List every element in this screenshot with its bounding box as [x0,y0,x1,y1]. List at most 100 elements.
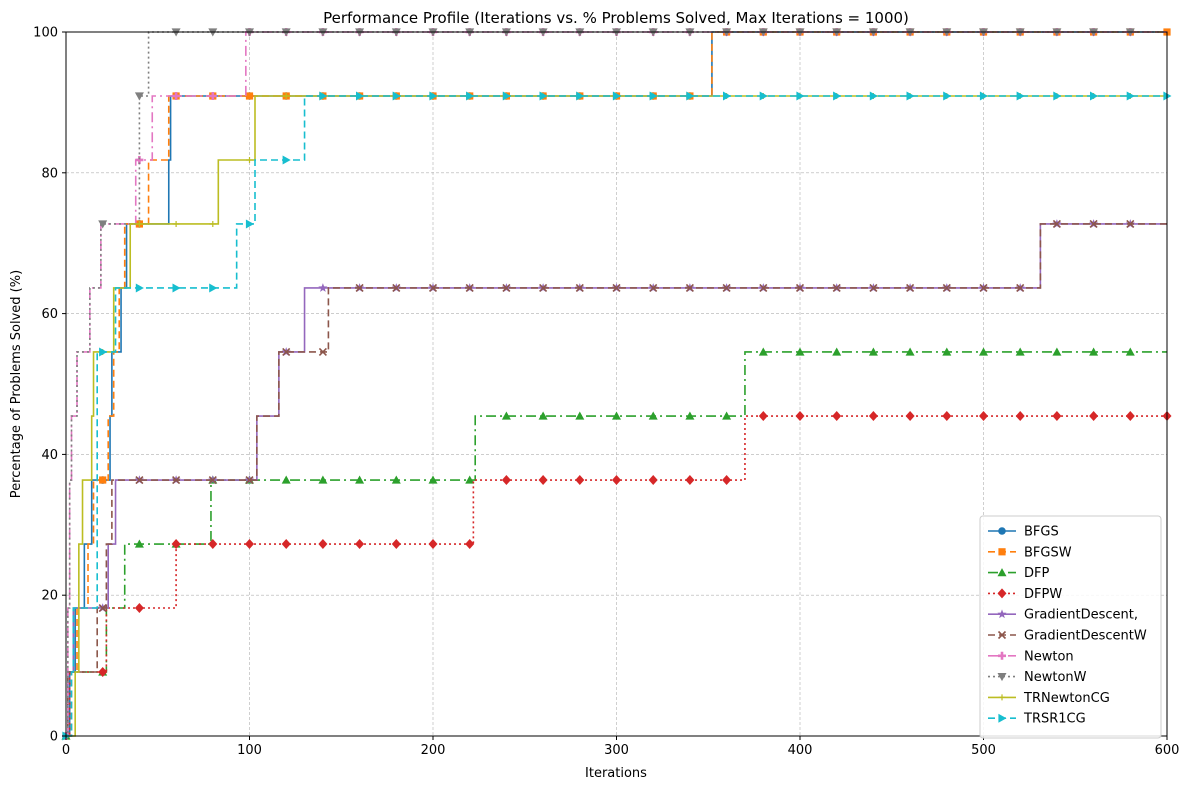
data-point [905,411,915,422]
legend-item: NewtonW [988,670,1087,685]
data-point [281,539,291,550]
data-point [1089,411,1099,422]
data-point [245,92,254,100]
data-point [392,283,401,293]
data-point [942,347,952,356]
data-point [1015,411,1025,422]
data-point [1052,219,1061,229]
y-tick-label: 60 [41,307,58,322]
data-point [833,91,842,101]
data-point [282,92,290,99]
legend-item: BFGSW [988,545,1072,560]
data-point [905,347,915,356]
data-point [979,91,988,101]
data-point [318,539,328,550]
x-tick-label: 0 [62,743,70,758]
data-point [758,347,768,356]
y-tick-label: 40 [41,448,58,463]
data-point [392,91,401,101]
data-point [1052,347,1062,356]
data-point [722,283,731,293]
data-point [1052,411,1062,422]
data-point [318,283,328,292]
data-point [281,475,291,484]
data-point [795,283,805,293]
data-point [98,667,108,678]
data-point [208,91,217,100]
data-point [355,283,364,293]
data-point [832,347,842,356]
data-point [282,347,291,357]
data-point [356,91,365,101]
data-point [1016,91,1025,101]
axes: 0 100 200 300 400 500 600 0 20 40 60 80 100 [33,26,1179,759]
data-point [355,475,365,484]
legend-label: GradientDescentW [1024,629,1147,644]
data-point [869,91,878,101]
data-point [208,475,217,485]
data-point [832,283,841,293]
x-tick-label: 500 [971,743,996,758]
data-point [209,220,217,227]
data-point [465,539,475,550]
legend-item: TRSR1CG [988,712,1086,727]
legend-item: Newton [988,649,1074,664]
legend-item: TRNewtonCG [988,691,1110,706]
legend-item: BFGS [988,525,1059,540]
legend-marker [998,527,1006,535]
y-tick-label: 80 [41,166,58,181]
data-point [245,219,254,229]
legend-marker [997,609,1007,619]
legend-marker [998,651,1006,660]
data-point [539,91,548,101]
data-point [1090,91,1099,101]
data-point [502,91,511,101]
series-line [66,415,1167,737]
data-point [98,220,108,229]
legend-item: DFPW [988,587,1062,602]
data-point [1015,347,1025,356]
series-dfpw [66,411,1172,737]
series-trsr1cg [62,91,1172,741]
data-point [722,475,732,486]
series-line [66,95,1167,737]
chart-title: Performance Profile (Iterations vs. % Pr… [323,9,909,27]
data-point [539,283,548,293]
data-point [612,411,621,420]
data-point [979,411,988,422]
data-point [466,91,475,101]
legend-marker [998,694,1006,701]
data-point [943,91,952,101]
data-point [245,539,254,550]
data-point [319,91,328,101]
data-point [575,411,585,420]
legend-item: GradientDescent, [988,608,1138,623]
data-point [172,283,181,293]
data-point [979,283,988,293]
legend-marker [997,588,1007,599]
data-point [648,475,658,486]
data-point [501,411,511,420]
data-point [355,539,365,550]
legend-marker [997,630,1007,640]
series-line [66,31,1167,737]
series-line [66,31,1167,737]
legend-marker [997,568,1007,577]
data-point [906,91,915,101]
data-point [685,411,695,420]
legend-label: BFGS [1024,525,1059,540]
data-point [465,475,475,484]
data-point [758,411,768,422]
data-point [171,539,181,550]
data-point [686,91,695,101]
data-point [135,475,144,485]
data-point [465,283,474,293]
data-point [172,475,181,485]
data-point [1125,411,1135,422]
series-line [66,223,1167,737]
data-point [685,283,694,293]
data-point [98,603,107,613]
x-tick-label: 200 [421,743,446,758]
data-point [1089,347,1099,356]
